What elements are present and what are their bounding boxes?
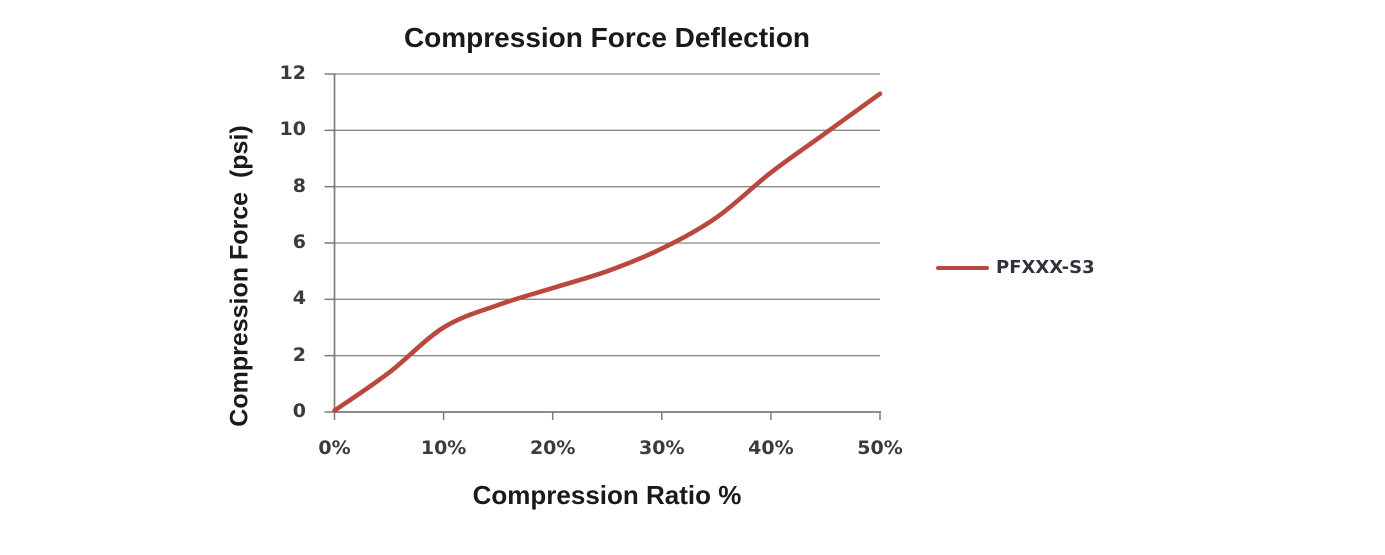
legend-line-swatch xyxy=(936,266,989,270)
y-tick-label: 2 xyxy=(292,343,306,366)
x-tick-label: 20% xyxy=(529,437,576,459)
y-tick-label: 8 xyxy=(292,174,306,197)
x-tick-label: 10% xyxy=(420,437,467,459)
chart-title: Compression Force Deflection xyxy=(403,22,811,53)
x-tick-label: 30% xyxy=(639,437,685,459)
y-tick-label: 0 xyxy=(292,400,306,423)
x-tick-label: 40% xyxy=(748,437,794,459)
legend-series-label: PFXXX-S3 xyxy=(996,257,1095,279)
y-tick-label: 4 xyxy=(292,287,306,310)
x-axis-title: Compression Ratio % xyxy=(472,480,742,510)
y-tick-label: 10 xyxy=(279,118,306,141)
x-tick-label: 0% xyxy=(318,437,351,459)
x-tick-label: 50% xyxy=(857,437,903,459)
y-tick-label: 12 xyxy=(279,62,306,85)
series-line-pfxxx-s3 xyxy=(332,91,883,413)
y-tick-label: 6 xyxy=(292,231,306,254)
